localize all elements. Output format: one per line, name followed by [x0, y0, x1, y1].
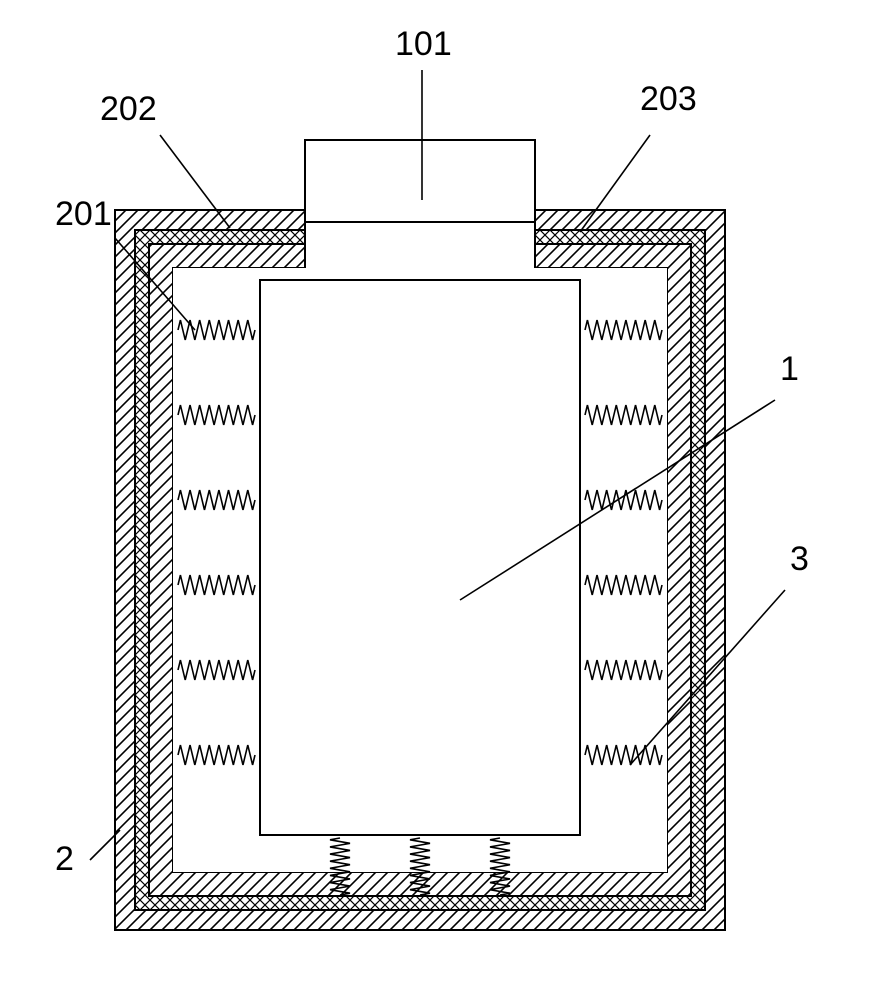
label-3: 3 [790, 540, 809, 578]
label-2: 2 [55, 840, 74, 878]
label-201: 201 [55, 195, 112, 233]
label-101: 101 [395, 25, 452, 63]
label-1: 1 [780, 350, 799, 388]
label-203: 203 [640, 80, 697, 118]
top-block [305, 140, 535, 222]
label-202: 202 [100, 90, 157, 128]
core [260, 280, 580, 835]
